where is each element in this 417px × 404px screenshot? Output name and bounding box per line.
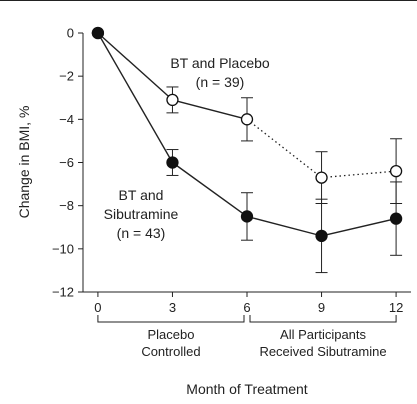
series-label-sibutramine: (n = 43): [117, 225, 166, 241]
data-point: [315, 171, 328, 184]
y-tick-label: −2: [59, 69, 74, 84]
phase-bracket: [249, 315, 397, 323]
y-tick-label: −10: [52, 241, 74, 256]
series-label-placebo: BT and Placebo: [170, 55, 270, 71]
x-axis-title: Month of Treatment: [186, 381, 308, 397]
phase-label: Placebo: [147, 327, 194, 342]
phase-label: All Participants: [280, 327, 366, 342]
data-point: [389, 212, 403, 225]
phase-label: Received Sibutramine: [259, 344, 386, 359]
series-line-segment: [97, 32, 174, 163]
series-label-placebo: (n = 39): [196, 74, 245, 90]
data-point: [240, 210, 254, 223]
x-tick-label: 9: [318, 300, 325, 315]
data-point: [240, 113, 254, 126]
series-line-segment: [246, 215, 322, 237]
series-placebo: [91, 26, 403, 205]
x-tick-label: 3: [169, 300, 176, 315]
phase-brackets: Placebo Controlled All Participants Receive…: [97, 315, 397, 359]
axes: 0 −2 −4 −6 −8 −10 −12 0 3 6 9 12: [52, 26, 411, 315]
series-plot: [91, 26, 403, 274]
x-tick-label: 0: [94, 300, 101, 315]
data-point: [389, 164, 403, 178]
y-tick-label: −12: [52, 285, 74, 300]
data-point: [166, 156, 179, 169]
y-tick-label: −4: [59, 112, 74, 127]
series-labels: BT and Placebo (n = 39) BT and Sibutramine (…: [104, 55, 270, 241]
data-point: [315, 229, 328, 243]
top-rule: [0, 0, 417, 1]
data-point: [166, 93, 179, 107]
x-tick-label: 12: [389, 300, 403, 315]
series-label-sibutramine: Sibutramine: [104, 206, 179, 222]
y-tick-label: 0: [67, 26, 74, 41]
series-line-segment: [172, 99, 248, 121]
series-label-sibutramine: BT and: [119, 187, 164, 203]
series-line-segment: [172, 161, 248, 218]
series-line-segment: [321, 217, 397, 237]
series-line-segment: [246, 118, 322, 179]
y-tick-label: −8: [59, 198, 74, 213]
y-axis-title: Change in BMI, %: [16, 106, 32, 219]
x-tick-label: 6: [243, 300, 250, 315]
series-sibutramine: [91, 26, 403, 274]
data-point: [91, 26, 105, 40]
phase-label: Controlled: [141, 344, 200, 359]
series-line-segment: [321, 170, 397, 179]
y-tick-label: −6: [59, 155, 74, 170]
phase-bracket: [97, 315, 245, 323]
series-line-segment: [97, 32, 173, 101]
